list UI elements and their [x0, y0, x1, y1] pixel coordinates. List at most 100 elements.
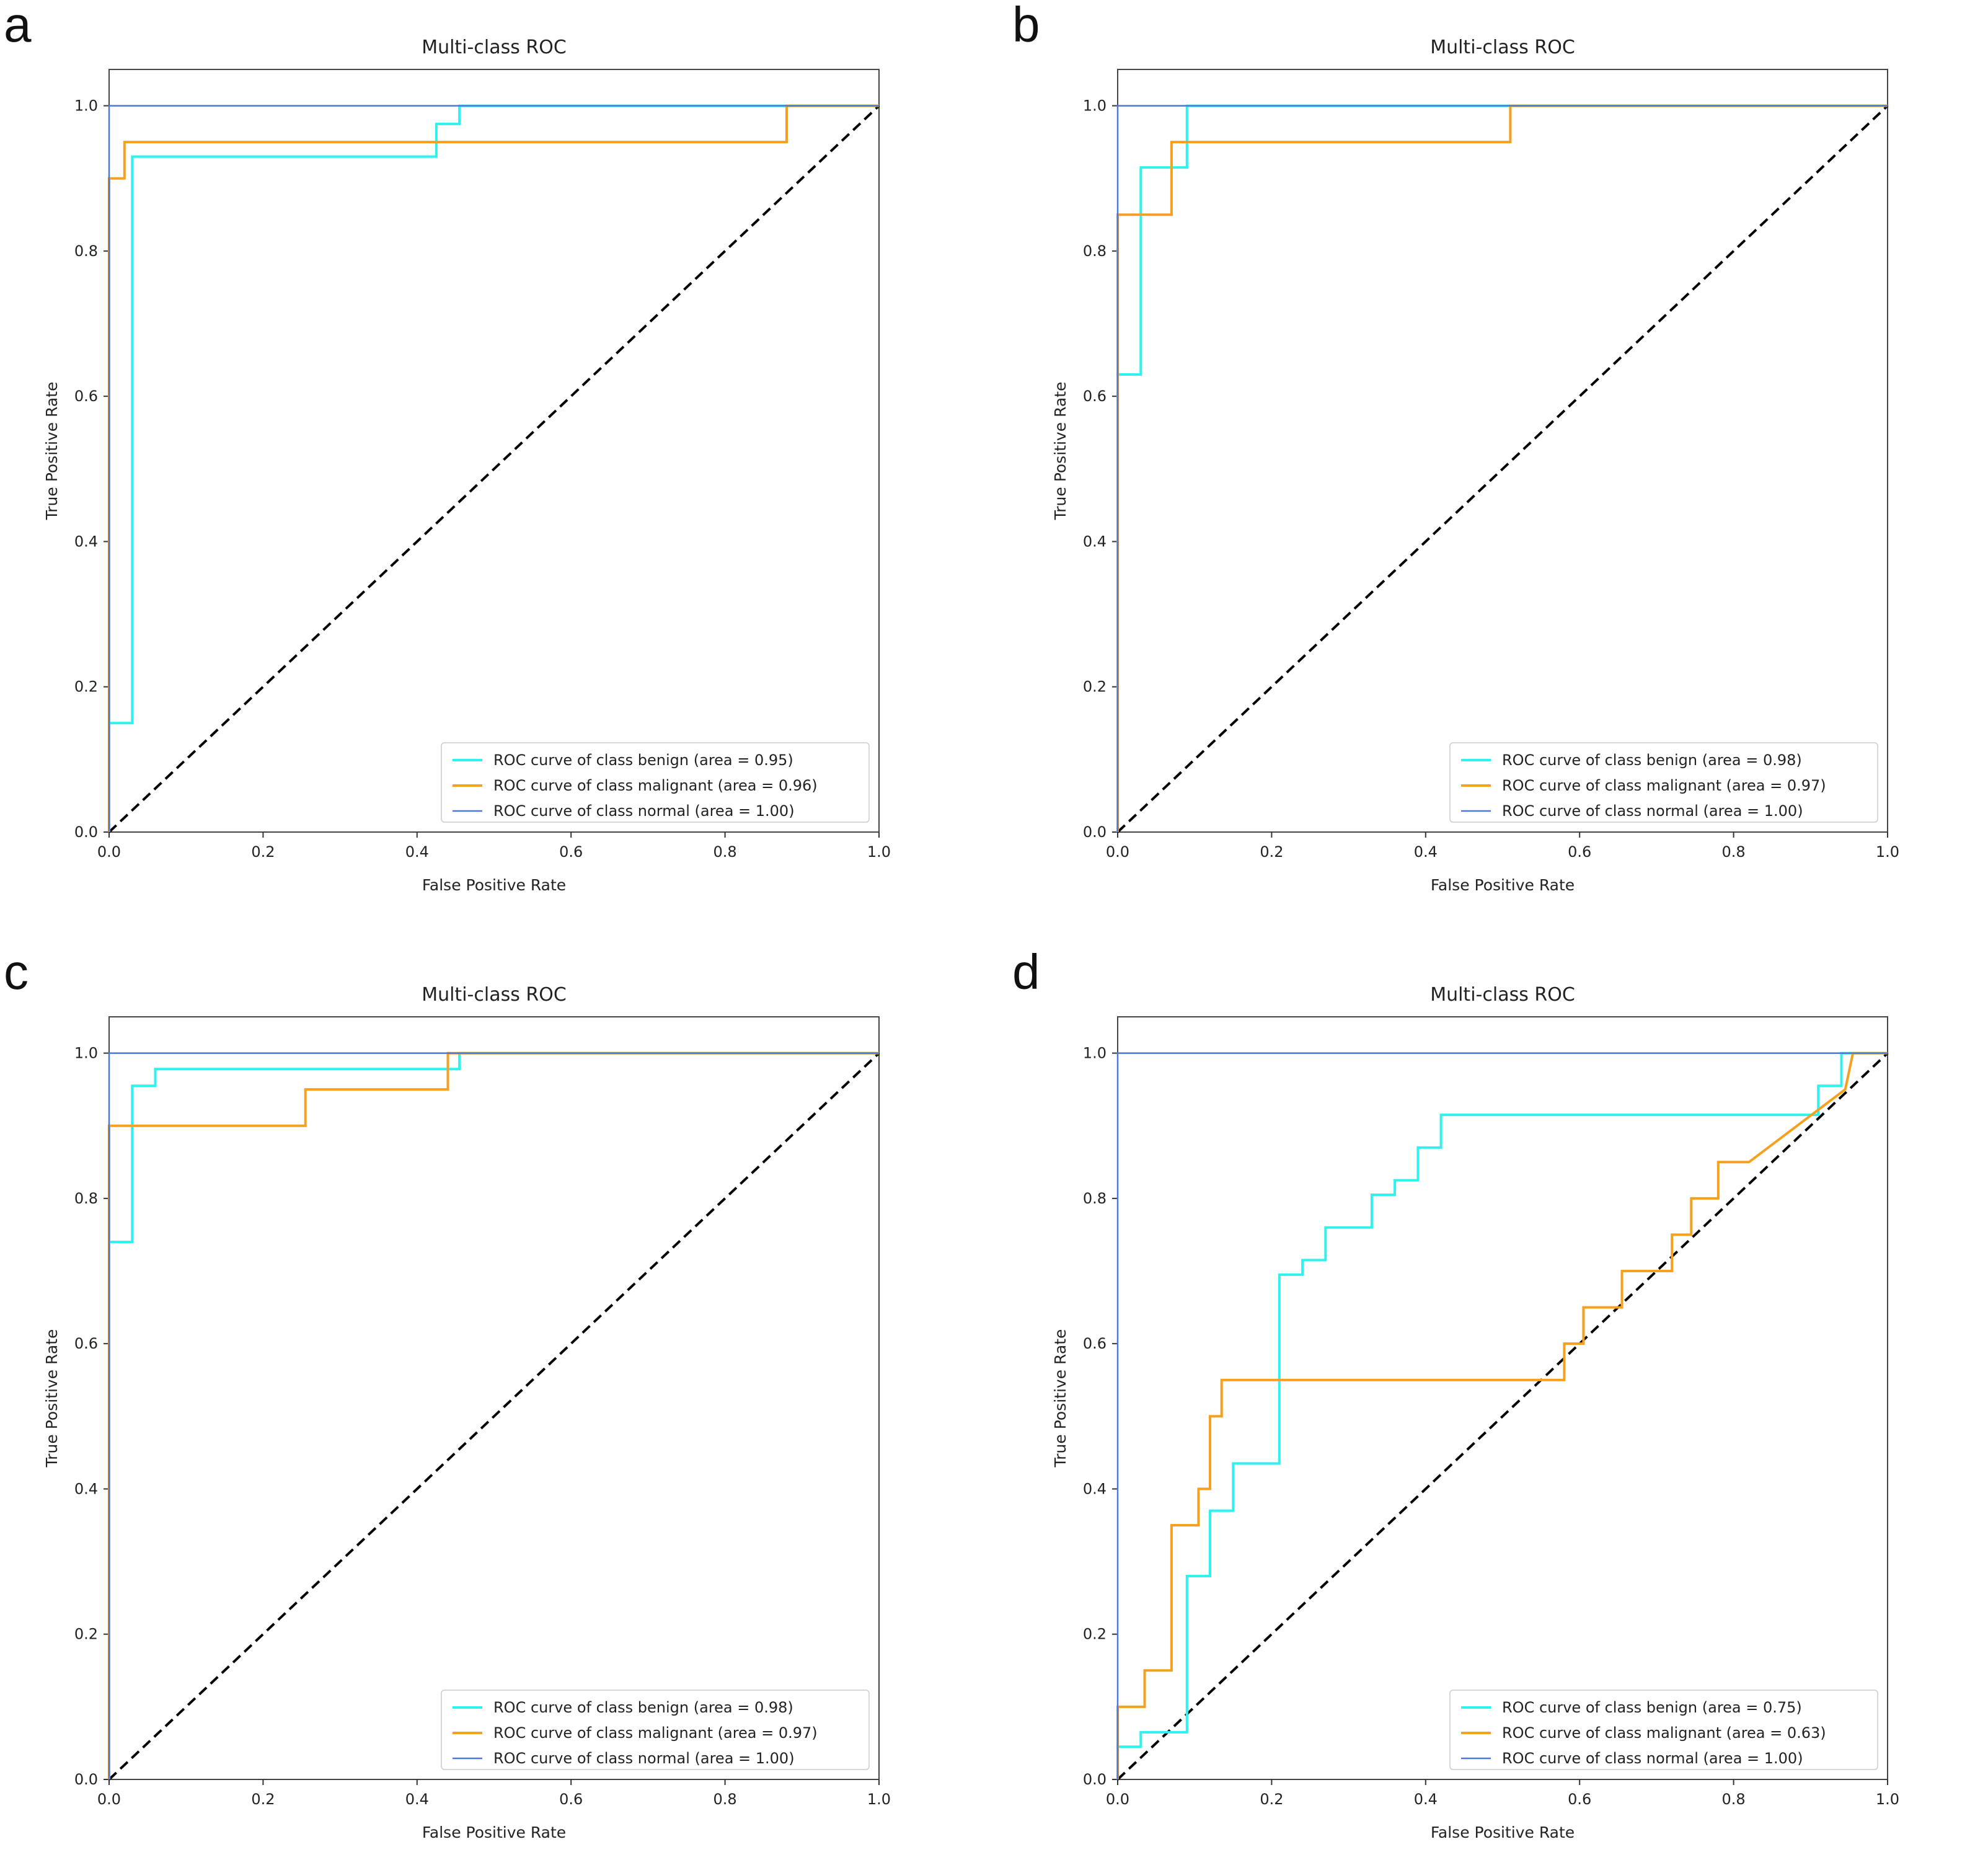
legend-box: [1449, 742, 1878, 823]
x-tick-label: 1.0: [867, 1791, 891, 1808]
x-tick-label: 0.2: [251, 843, 275, 861]
y-tick-label: 0.0: [74, 823, 98, 841]
roc-curve-malignant: [1116, 1052, 1888, 1779]
x-axis-label: False Positive Rate: [422, 1823, 566, 1841]
y-tick-label: 0.8: [74, 242, 98, 260]
roc-curve-benign: [108, 104, 879, 832]
legend-entry-normal: ROC curve of class normal (area = 1.00): [1502, 1750, 1803, 1767]
plot-area: [108, 69, 880, 833]
chance-diagonal-line: [1116, 105, 1889, 833]
panel-label: a: [4, 0, 32, 52]
chance-diagonal-line: [1116, 1052, 1889, 1781]
x-axis-label: False Positive Rate: [1431, 1823, 1575, 1841]
panel-d: d Multi-class ROC False Positive Rate True…: [1009, 947, 1988, 1865]
chance-diagonal-line: [108, 1052, 880, 1781]
legend-entry-normal: ROC curve of class normal (area = 1.00): [1502, 802, 1803, 820]
y-tick-label: 0.4: [74, 1480, 98, 1497]
x-tick-label: 0.4: [405, 1791, 429, 1808]
legend-entry-benign: ROC curve of class benign (area = 0.98): [493, 1699, 793, 1716]
x-tick-label: 0.2: [251, 1791, 275, 1808]
x-tick-label: 0.6: [559, 843, 583, 861]
roc-curve-benign: [108, 1052, 879, 1779]
y-tick-label: 0.0: [1083, 823, 1107, 841]
y-axis-label: True Positive Rate: [1051, 1329, 1069, 1468]
panel-label: b: [1012, 0, 1040, 52]
y-tick-label: 1.0: [1083, 97, 1107, 115]
x-tick-label: 0.0: [1106, 1791, 1129, 1808]
roc-curve-normal: [108, 105, 879, 832]
chart-title: Multi-class ROC: [422, 984, 567, 1006]
y-tick-label: 0.8: [1083, 242, 1107, 260]
x-tick-label: 0.6: [559, 1791, 583, 1808]
y-tick-label: 0.6: [74, 1335, 98, 1352]
x-tick-label: 0.8: [713, 843, 737, 861]
x-tick-label: 0.6: [1568, 1791, 1591, 1808]
y-tick-label: 1.0: [74, 1045, 98, 1062]
y-tick-label: 0.4: [74, 533, 98, 550]
x-tick-label: 0.6: [1568, 843, 1591, 861]
y-axis-label: True Positive Rate: [43, 1329, 61, 1468]
x-tick-label: 0.2: [1260, 843, 1283, 861]
legend-entry-malignant: ROC curve of class malignant (area = 0.9…: [493, 777, 818, 794]
x-axis-label: False Positive Rate: [422, 876, 566, 894]
roc-curve-normal: [108, 1052, 879, 1779]
chart-title: Multi-class ROC: [1430, 37, 1575, 58]
legend-entry-malignant: ROC curve of class malignant (area = 0.9…: [1502, 777, 1826, 794]
panel-c: c Multi-class ROC False Positive Rate True…: [0, 947, 979, 1865]
y-tick-label: 0.0: [1083, 1771, 1107, 1788]
chance-diagonal-line: [108, 105, 880, 833]
y-axis-label: True Positive Rate: [1051, 382, 1069, 521]
legend-box: [441, 742, 870, 823]
x-tick-label: 0.0: [97, 1791, 121, 1808]
plot-area: [1117, 69, 1888, 833]
x-tick-label: 0.8: [1722, 1791, 1746, 1808]
roc-chart-d: Multi-class ROC False Positive Rate True P…: [1051, 984, 1899, 1841]
x-tick-label: 0.4: [1414, 1791, 1438, 1808]
y-tick-label: 0.8: [1083, 1190, 1107, 1207]
panel-a: a Multi-class ROC False Positive Rate True…: [0, 0, 979, 918]
x-tick-label: 0.0: [97, 843, 121, 861]
y-tick-label: 0.2: [74, 678, 98, 696]
roc-chart-b: Multi-class ROC False Positive Rate True P…: [1051, 37, 1899, 894]
legend-entry-benign: ROC curve of class benign (area = 0.75): [1502, 1699, 1802, 1716]
plot-area: [1117, 1016, 1888, 1780]
y-tick-label: 0.0: [74, 1771, 98, 1788]
legend-entry-benign: ROC curve of class benign (area = 0.95): [493, 751, 793, 769]
x-tick-label: 1.0: [867, 843, 891, 861]
legend-box: [441, 1690, 870, 1770]
y-tick-label: 0.2: [1083, 678, 1107, 696]
y-tick-label: 0.6: [74, 388, 98, 405]
y-tick-label: 0.2: [74, 1626, 98, 1643]
x-axis-label: False Positive Rate: [1431, 876, 1575, 894]
y-axis-label: True Positive Rate: [43, 382, 61, 521]
legend-entry-malignant: ROC curve of class malignant (area = 0.9…: [493, 1724, 818, 1742]
x-tick-label: 0.8: [713, 1791, 737, 1808]
roc-curve-normal: [1116, 1052, 1888, 1779]
chart-title: Multi-class ROC: [1430, 984, 1575, 1006]
plot-area: [108, 1016, 880, 1780]
y-tick-label: 0.8: [74, 1190, 98, 1207]
x-tick-label: 0.2: [1260, 1791, 1283, 1808]
x-tick-label: 0.8: [1722, 843, 1746, 861]
y-tick-label: 0.6: [1083, 1335, 1107, 1352]
y-tick-label: 1.0: [74, 97, 98, 115]
x-tick-label: 0.4: [405, 843, 429, 861]
y-tick-label: 0.6: [1083, 388, 1107, 405]
roc-chart-c: Multi-class ROC False Positive Rate True P…: [43, 984, 891, 1841]
legend-box: [1449, 1690, 1878, 1770]
x-tick-label: 1.0: [1876, 1791, 1899, 1808]
x-tick-label: 0.4: [1414, 843, 1438, 861]
panel-label: d: [1012, 944, 1040, 999]
roc-curve-normal: [1116, 105, 1888, 832]
y-tick-label: 0.4: [1083, 533, 1107, 550]
chart-title: Multi-class ROC: [422, 37, 567, 58]
roc-curve-benign: [1116, 1052, 1888, 1779]
x-tick-label: 1.0: [1876, 843, 1899, 861]
legend-entry-normal: ROC curve of class normal (area = 1.00): [493, 1750, 795, 1767]
y-tick-label: 0.4: [1083, 1480, 1107, 1497]
y-tick-label: 0.2: [1083, 1626, 1107, 1643]
x-tick-label: 0.0: [1106, 843, 1129, 861]
legend-entry-benign: ROC curve of class benign (area = 0.98): [1502, 751, 1802, 769]
panel-b: b Multi-class ROC False Positive Rate True…: [1009, 0, 1988, 918]
roc-chart-a: Multi-class ROC False Positive Rate True P…: [43, 37, 891, 894]
